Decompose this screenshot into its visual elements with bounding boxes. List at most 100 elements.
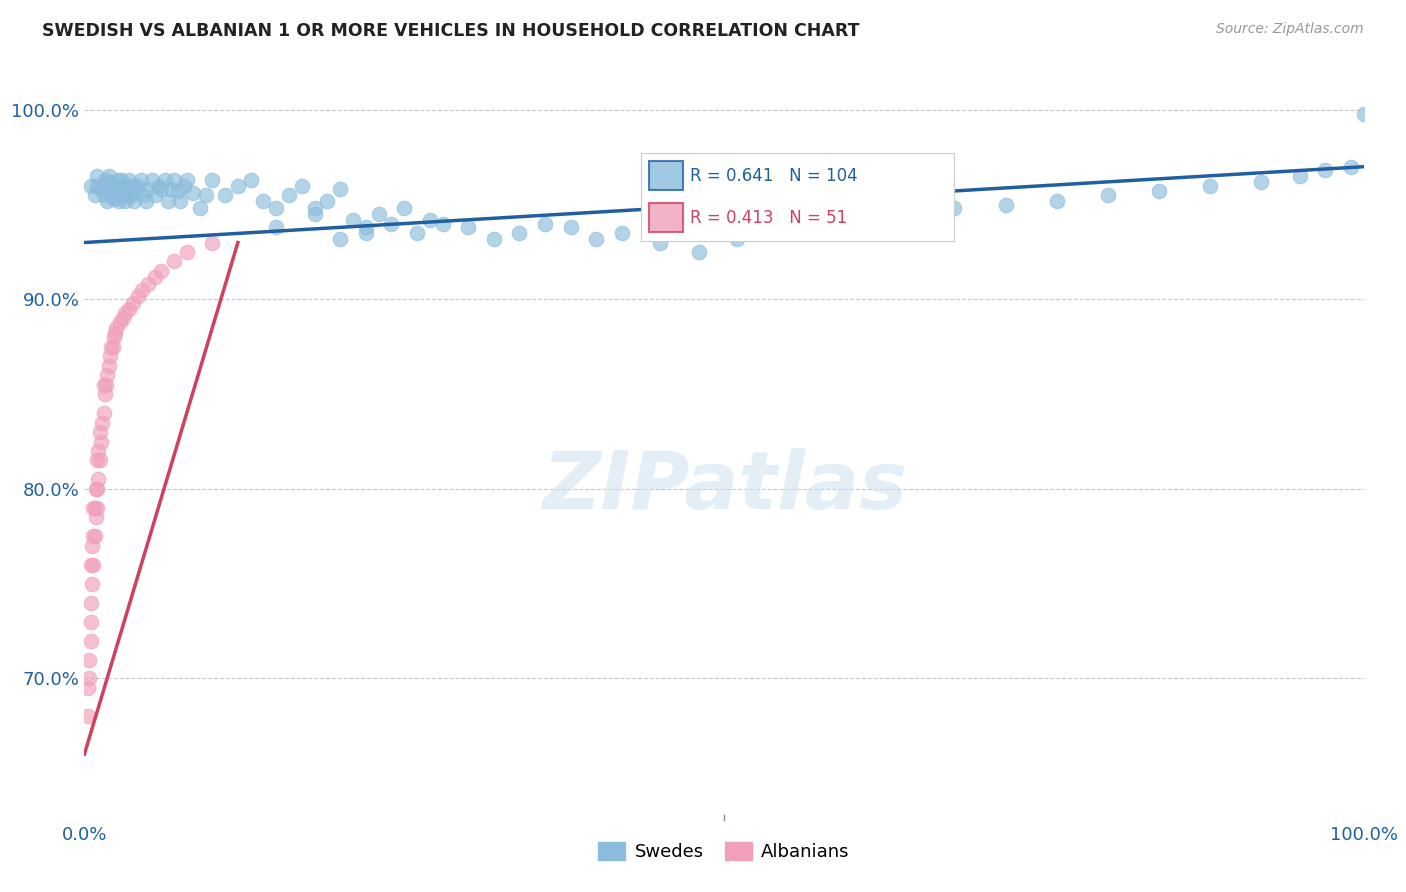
Point — [650, 235, 672, 250]
Point — [80, 596, 103, 610]
Point — [77, 709, 100, 723]
Point — [122, 178, 145, 193]
Point — [94, 377, 117, 392]
Point — [1353, 106, 1375, 120]
Point — [94, 185, 117, 199]
Point — [80, 178, 103, 193]
Point — [304, 202, 326, 216]
Point — [103, 192, 125, 206]
Point — [82, 558, 104, 572]
Point — [108, 185, 131, 199]
Point — [87, 444, 110, 458]
Point — [150, 182, 173, 196]
Point — [994, 197, 1017, 211]
Point — [108, 194, 131, 208]
Point — [406, 226, 429, 240]
Point — [89, 425, 111, 439]
Text: ZIPatlas: ZIPatlas — [541, 448, 907, 526]
Point — [1340, 160, 1362, 174]
Point — [118, 301, 141, 316]
Point — [1250, 175, 1272, 189]
Point — [114, 194, 136, 208]
Point — [79, 672, 101, 686]
Point — [1147, 185, 1170, 199]
Point — [138, 277, 160, 292]
Point — [82, 500, 104, 515]
Point — [316, 194, 339, 208]
Point — [80, 539, 103, 553]
Point — [585, 232, 607, 246]
Point — [124, 182, 146, 196]
Point — [83, 500, 105, 515]
Point — [138, 182, 160, 196]
Point — [150, 264, 173, 278]
Point — [89, 182, 111, 196]
Point — [156, 194, 179, 208]
Point — [86, 482, 108, 496]
Point — [194, 188, 217, 202]
Point — [132, 188, 155, 202]
Point — [122, 194, 145, 208]
Point — [80, 558, 103, 572]
Point — [84, 482, 107, 496]
Point — [291, 178, 314, 193]
Text: Source: ZipAtlas.com: Source: ZipAtlas.com — [1216, 22, 1364, 37]
Point — [143, 269, 166, 284]
Point — [104, 182, 127, 196]
Point — [329, 182, 352, 196]
Point — [107, 173, 129, 187]
Point — [160, 182, 183, 196]
Point — [278, 188, 301, 202]
Point — [101, 178, 124, 193]
Point — [148, 178, 170, 193]
Point — [239, 173, 262, 187]
Point — [80, 576, 103, 591]
Point — [97, 169, 120, 183]
Point — [108, 315, 131, 329]
Point — [77, 681, 100, 695]
Point — [201, 235, 224, 250]
Point — [127, 178, 149, 193]
Legend: Swedes, Albanians: Swedes, Albanians — [591, 835, 858, 869]
Point — [94, 173, 117, 187]
Point — [110, 173, 132, 187]
Point — [153, 173, 176, 187]
Point — [111, 178, 134, 193]
Point — [91, 416, 114, 430]
Point — [457, 220, 479, 235]
Point — [90, 434, 112, 449]
Point — [115, 178, 138, 193]
Point — [100, 340, 122, 354]
Point — [141, 173, 163, 187]
Point — [108, 182, 131, 196]
Point — [105, 320, 128, 334]
Point — [82, 529, 104, 543]
Point — [394, 202, 416, 216]
Point — [83, 529, 105, 543]
Point — [98, 182, 121, 196]
Point — [763, 226, 786, 240]
Point — [79, 652, 101, 666]
Point — [117, 188, 139, 202]
Point — [264, 202, 288, 216]
Point — [482, 232, 505, 246]
Point — [508, 226, 530, 240]
Point — [93, 188, 115, 202]
Point — [891, 207, 914, 221]
Point — [188, 202, 211, 216]
Point — [1046, 194, 1069, 208]
Point — [96, 194, 118, 208]
Point — [354, 226, 377, 240]
Point — [304, 207, 326, 221]
Point — [89, 453, 111, 467]
Point — [93, 178, 115, 193]
Point — [131, 283, 153, 297]
Point — [181, 186, 204, 201]
Point — [97, 359, 120, 373]
Point — [86, 178, 108, 193]
Point — [103, 330, 125, 344]
Point — [1199, 178, 1222, 193]
Point — [534, 217, 557, 231]
Point — [86, 169, 108, 183]
Point — [122, 296, 145, 310]
